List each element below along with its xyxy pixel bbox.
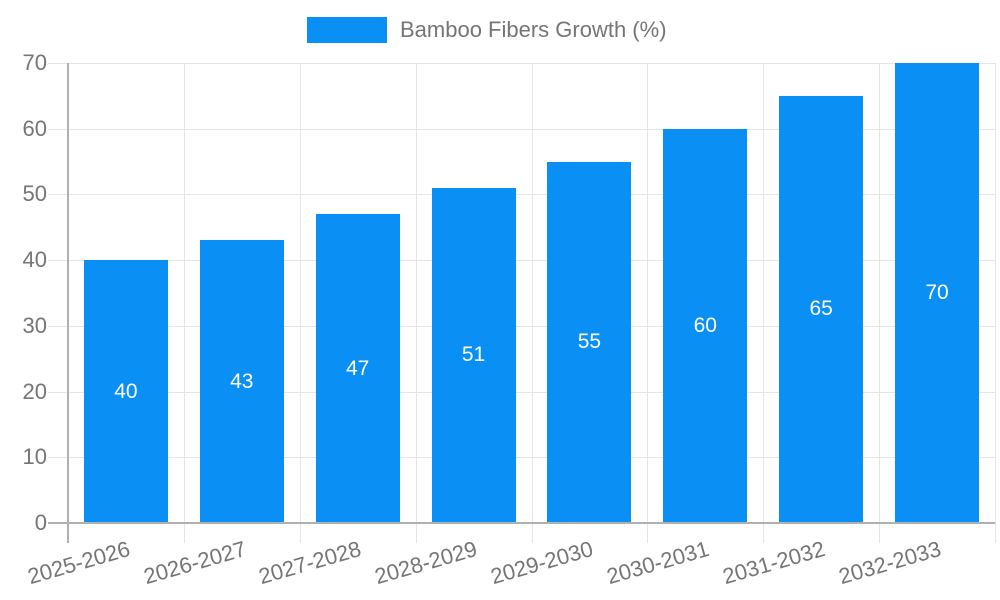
gridline-vertical	[183, 63, 185, 543]
x-tick-label: 2027-2028	[256, 536, 365, 590]
x-tick-label: 2029-2030	[488, 536, 597, 590]
y-tick-label: 40	[22, 247, 47, 273]
bar[interactable]	[779, 95, 864, 523]
y-tick-label: 20	[22, 378, 47, 404]
y-tick-label: 30	[22, 312, 47, 338]
bar-value-label: 70	[925, 281, 949, 304]
legend[interactable]: Bamboo Fibers Growth (%)	[307, 17, 667, 43]
bar-value-label: 51	[461, 343, 486, 367]
gridline-horizontal	[48, 325, 995, 327]
gridline-vertical	[415, 63, 417, 543]
gridline-vertical	[647, 63, 649, 543]
y-tick-label: 10	[22, 444, 47, 470]
bar[interactable]	[431, 187, 516, 523]
bar[interactable]	[663, 128, 748, 523]
bar-value-label: 55	[577, 330, 602, 354]
gridline-vertical	[763, 63, 765, 543]
x-tick-label: 2030-2031	[603, 536, 712, 590]
y-tick-label: 70	[22, 50, 47, 75]
gridline-horizontal	[48, 128, 995, 130]
legend-swatch-icon	[307, 17, 387, 43]
gridline-horizontal	[48, 457, 995, 459]
bar-value-label: 60	[693, 313, 717, 337]
gridline-horizontal	[48, 63, 995, 64]
x-axis-line	[48, 522, 995, 524]
y-tick-label: 60	[22, 115, 47, 141]
x-tick-label: 2026-2027	[140, 536, 249, 590]
legend-label: Bamboo Fibers Growth (%)	[400, 17, 667, 42]
bar[interactable]	[83, 260, 168, 523]
bar-value-label: 65	[809, 297, 833, 321]
bar[interactable]	[315, 214, 400, 523]
gridline-horizontal	[48, 260, 995, 262]
gridline-vertical	[531, 63, 533, 543]
bar[interactable]	[199, 240, 284, 523]
x-tick-label: 2032-2033	[835, 536, 944, 590]
bar[interactable]	[547, 161, 632, 523]
bar-value-label: 47	[346, 356, 370, 380]
gridline-vertical	[879, 63, 881, 543]
gridline-vertical	[995, 63, 996, 543]
gridline-horizontal	[48, 391, 995, 393]
gridline-vertical	[299, 63, 301, 543]
x-tick-label: 2028-2029	[372, 536, 481, 590]
gridline-horizontal	[48, 194, 995, 196]
y-tick-label: 0	[34, 510, 47, 535]
y-axis-line	[67, 63, 69, 543]
bar-value-label: 43	[230, 369, 254, 393]
bar[interactable]	[895, 63, 980, 523]
x-tick-label: 2025-2026	[24, 536, 133, 590]
y-tick-label: 50	[22, 181, 47, 207]
x-tick-label: 2031-2032	[719, 536, 828, 590]
bar-value-label: 40	[114, 379, 138, 403]
